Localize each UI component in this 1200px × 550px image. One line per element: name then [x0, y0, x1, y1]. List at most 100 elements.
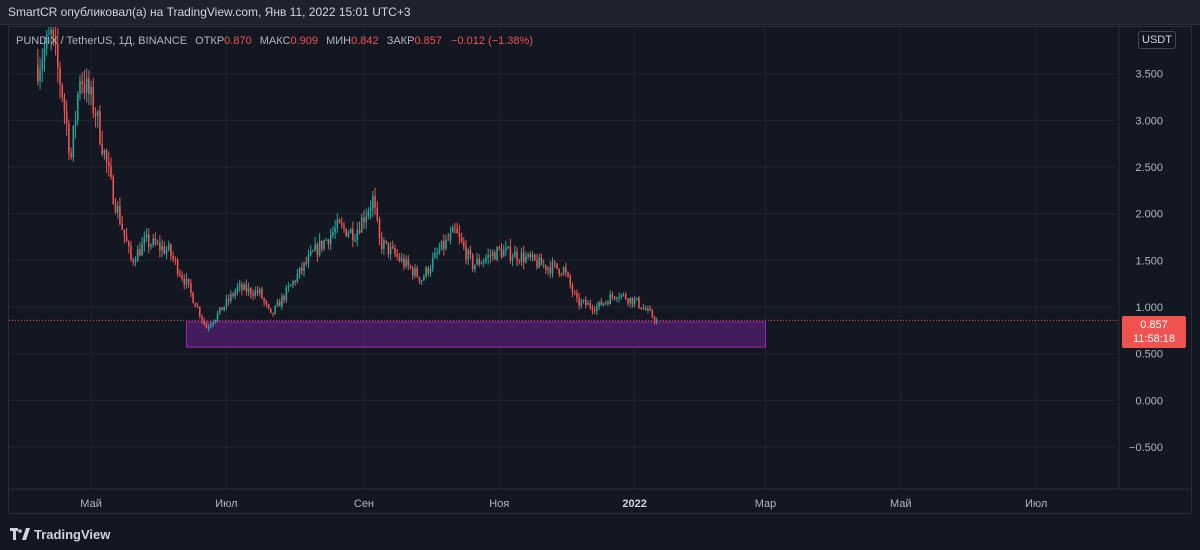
candle-body [88, 78, 90, 95]
tradingview-logo[interactable]: TradingView [10, 526, 110, 542]
candle-body [545, 264, 547, 270]
candle-body [531, 254, 534, 258]
x-tick-label: Июл [215, 498, 237, 510]
candle-body [329, 235, 332, 245]
candle-body [549, 267, 552, 274]
candle-body [332, 232, 334, 236]
candle-body [245, 284, 248, 292]
candle-body [258, 288, 261, 294]
candle-body [176, 259, 179, 274]
close-label: ЗАКР [386, 35, 415, 47]
candle-body [511, 257, 514, 261]
candle-body [108, 162, 110, 167]
candle-body [136, 249, 139, 262]
candle-body [63, 97, 66, 111]
candle-body [447, 239, 450, 241]
candle-body [172, 255, 174, 259]
candle-body [112, 176, 115, 205]
publisher-attribution: SmartCR опубликовал(а) на TradingView.co… [8, 5, 411, 19]
candle-body [622, 294, 625, 296]
candle-body [123, 229, 126, 236]
candle-body [358, 229, 361, 233]
candle-body [92, 87, 95, 114]
candle-body [502, 250, 505, 257]
candle-body [205, 323, 208, 329]
candle-body [411, 268, 414, 276]
candle-body [183, 278, 186, 285]
candle-body [613, 296, 616, 299]
candle-body [567, 272, 569, 277]
candle-body [485, 257, 487, 262]
chart-pane[interactable] [8, 26, 1192, 514]
candle-body [83, 84, 86, 93]
candle-body [163, 246, 166, 254]
candle-body [287, 286, 290, 288]
candle-body [187, 278, 190, 284]
candle-body [250, 288, 252, 295]
candle-body [179, 273, 181, 276]
candle-body [604, 302, 607, 304]
candle-body [443, 240, 445, 249]
candle-body [416, 268, 418, 277]
candle-body [507, 246, 509, 248]
candle-body [234, 291, 237, 296]
candle-body [598, 301, 600, 307]
candle-body [70, 152, 72, 158]
candle-body [201, 316, 203, 320]
candle-body [340, 223, 343, 225]
candle-body [185, 278, 188, 285]
candle-body [41, 60, 44, 70]
candle-body [241, 284, 243, 290]
candle-body [327, 239, 330, 245]
candle-body [440, 240, 443, 250]
candle-body [631, 297, 634, 305]
candle-body [81, 80, 84, 85]
candle-body [283, 296, 285, 300]
candle-body [145, 234, 148, 239]
y-tick-label: 1.500 [1135, 255, 1163, 267]
candle-body [281, 296, 283, 307]
change-value: −0.012 (−1.38%) [451, 35, 533, 47]
low-value: 0.842 [351, 35, 379, 47]
candle-body [174, 258, 177, 260]
candle-body [518, 260, 521, 262]
candle-body [522, 252, 525, 263]
candle-body [43, 48, 46, 61]
candle-body [121, 223, 123, 230]
candle-body [489, 255, 492, 257]
candle-body [161, 246, 163, 251]
candle-body [296, 274, 299, 283]
candle-body [90, 87, 92, 95]
candle-body [407, 259, 410, 266]
candle-body [565, 267, 567, 273]
candle-body [320, 240, 323, 249]
candle-body [61, 85, 64, 98]
candle-body [374, 196, 376, 208]
x-tick-label: Май [80, 498, 102, 510]
candle-body [227, 298, 230, 301]
candle-body [294, 281, 296, 283]
candle-body [325, 239, 328, 241]
candle-body [476, 258, 478, 265]
candle-body [303, 262, 305, 271]
candle-body [192, 292, 194, 304]
candle-body [263, 298, 265, 302]
candle-body [525, 256, 527, 263]
candle-body [301, 267, 303, 271]
candle-body [644, 308, 647, 311]
candle-body [254, 290, 257, 296]
candle-body [352, 228, 354, 241]
candle-body [369, 208, 372, 212]
candle-body [409, 265, 412, 269]
candle-body [223, 306, 225, 311]
symbol-title[interactable]: PUNDIX / TetherUS, 1Д, BINANCE [16, 35, 188, 47]
candle-body [600, 301, 603, 306]
candle-body [624, 294, 627, 300]
currency-button[interactable]: USDT [1138, 31, 1176, 49]
candle-body [130, 246, 132, 260]
candle-body [65, 110, 68, 124]
candle-body [385, 240, 387, 243]
candle-body [520, 252, 523, 262]
candle-body [451, 227, 454, 233]
